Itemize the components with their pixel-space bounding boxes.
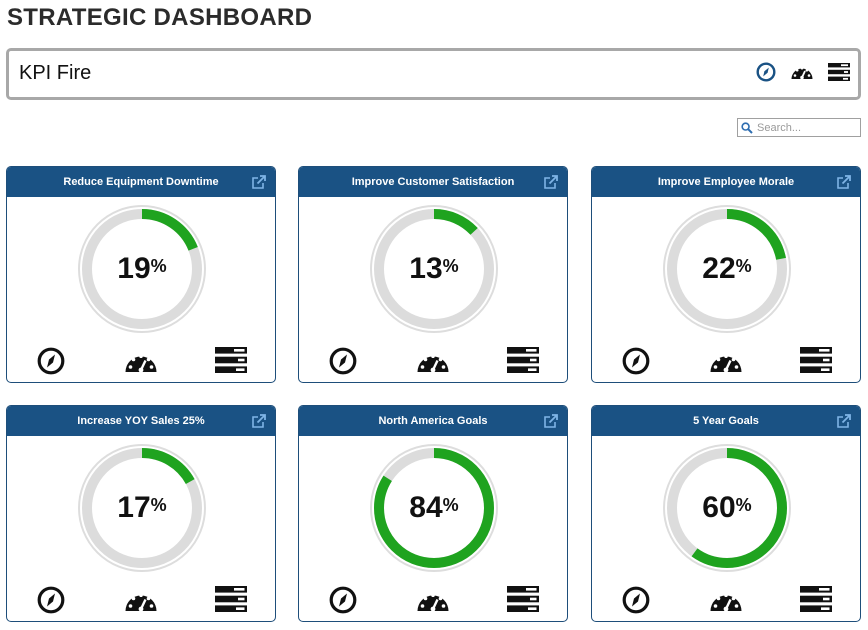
progress-value: 13 <box>409 252 443 285</box>
search-input[interactable] <box>755 119 859 136</box>
speedometer-icon[interactable] <box>416 347 450 375</box>
progress-ring: 60% <box>662 443 792 573</box>
list-icon[interactable] <box>215 347 247 373</box>
progress-unit: % <box>150 255 167 276</box>
progress-value: 84 <box>409 491 443 524</box>
progress-ring: 19% <box>77 204 207 334</box>
external-link-icon[interactable] <box>836 174 852 190</box>
kpi-card-title: North America Goals <box>378 415 488 427</box>
kpi-card-title: 5 Year Goals <box>693 415 759 427</box>
compass-icon[interactable] <box>329 586 357 614</box>
kpi-bar-name: KPI Fire <box>19 62 92 84</box>
list-icon[interactable] <box>800 586 832 612</box>
speedometer-icon[interactable] <box>709 586 743 614</box>
list-icon[interactable] <box>828 63 850 81</box>
progress-ring-fill <box>667 448 787 568</box>
kpi-card-actions <box>299 586 567 620</box>
external-link-icon[interactable] <box>836 413 852 429</box>
progress-ring-fill <box>667 209 787 329</box>
compass-icon[interactable] <box>37 347 65 375</box>
kpi-card-title: Improve Employee Morale <box>657 176 795 188</box>
external-link-icon[interactable] <box>543 413 559 429</box>
kpi-bar-icons <box>756 62 850 82</box>
compass-icon[interactable] <box>329 347 357 375</box>
kpi-card-title: Reduce Equipment Downtime <box>63 176 219 188</box>
kpi-card-actions <box>7 586 275 620</box>
speedometer-icon[interactable] <box>790 62 814 82</box>
progress-unit: % <box>150 494 167 515</box>
kpi-card-header: North America Goals <box>299 406 567 436</box>
kpi-card-header: Reduce Equipment Downtime <box>7 167 275 197</box>
progress-ring: 22% <box>662 204 792 334</box>
kpi-card: Increase YOY Sales 25% 17% <box>6 405 276 622</box>
progress-unit: % <box>442 255 459 276</box>
kpi-card-header: Increase YOY Sales 25% <box>7 406 275 436</box>
progress-unit: % <box>735 255 752 276</box>
progress-ring: 17% <box>77 443 207 573</box>
progress-ring: 84% <box>369 443 499 573</box>
progress-value: 17 <box>117 491 151 524</box>
kpi-card: Improve Customer Satisfaction 13% <box>298 166 568 383</box>
external-link-icon[interactable] <box>543 174 559 190</box>
speedometer-icon[interactable] <box>416 586 450 614</box>
kpi-card-header: Improve Employee Morale <box>592 167 860 197</box>
compass-icon[interactable] <box>622 347 650 375</box>
kpi-bar: KPI Fire <box>6 48 861 100</box>
compass-icon[interactable] <box>756 62 776 82</box>
progress-ring-fill <box>82 448 202 568</box>
kpi-card-actions <box>299 347 567 381</box>
list-icon[interactable] <box>507 586 539 612</box>
list-icon[interactable] <box>215 586 247 612</box>
compass-icon[interactable] <box>622 586 650 614</box>
kpi-card-header: Improve Customer Satisfaction <box>299 167 567 197</box>
progress-value: 22 <box>702 252 736 285</box>
external-link-icon[interactable] <box>251 174 267 190</box>
page-title: STRATEGIC DASHBOARD <box>7 4 313 31</box>
kpi-card-title: Increase YOY Sales 25% <box>77 415 205 427</box>
compass-icon[interactable] <box>37 586 65 614</box>
external-link-icon[interactable] <box>251 413 267 429</box>
kpi-card-actions <box>592 586 860 620</box>
progress-value: 60 <box>702 491 736 524</box>
kpi-card-actions <box>592 347 860 381</box>
progress-unit: % <box>442 494 459 515</box>
list-icon[interactable] <box>800 347 832 373</box>
speedometer-icon[interactable] <box>709 347 743 375</box>
progress-ring-fill <box>82 209 202 329</box>
progress-ring-fill <box>374 448 494 568</box>
kpi-card: Reduce Equipment Downtime 19% <box>6 166 276 383</box>
kpi-card-header: 5 Year Goals <box>592 406 860 436</box>
speedometer-icon[interactable] <box>124 347 158 375</box>
kpi-card-title: Improve Customer Satisfaction <box>351 176 515 188</box>
kpi-card-actions <box>7 347 275 381</box>
progress-ring: 13% <box>369 204 499 334</box>
search-box <box>737 118 861 137</box>
progress-unit: % <box>735 494 752 515</box>
progress-ring-fill <box>374 209 494 329</box>
speedometer-icon[interactable] <box>124 586 158 614</box>
kpi-card: 5 Year Goals 60% <box>591 405 861 622</box>
progress-value: 19 <box>117 252 151 285</box>
kpi-card: Improve Employee Morale 22% <box>591 166 861 383</box>
kpi-card: North America Goals 84% <box>298 405 568 622</box>
search-icon <box>741 121 755 135</box>
list-icon[interactable] <box>507 347 539 373</box>
